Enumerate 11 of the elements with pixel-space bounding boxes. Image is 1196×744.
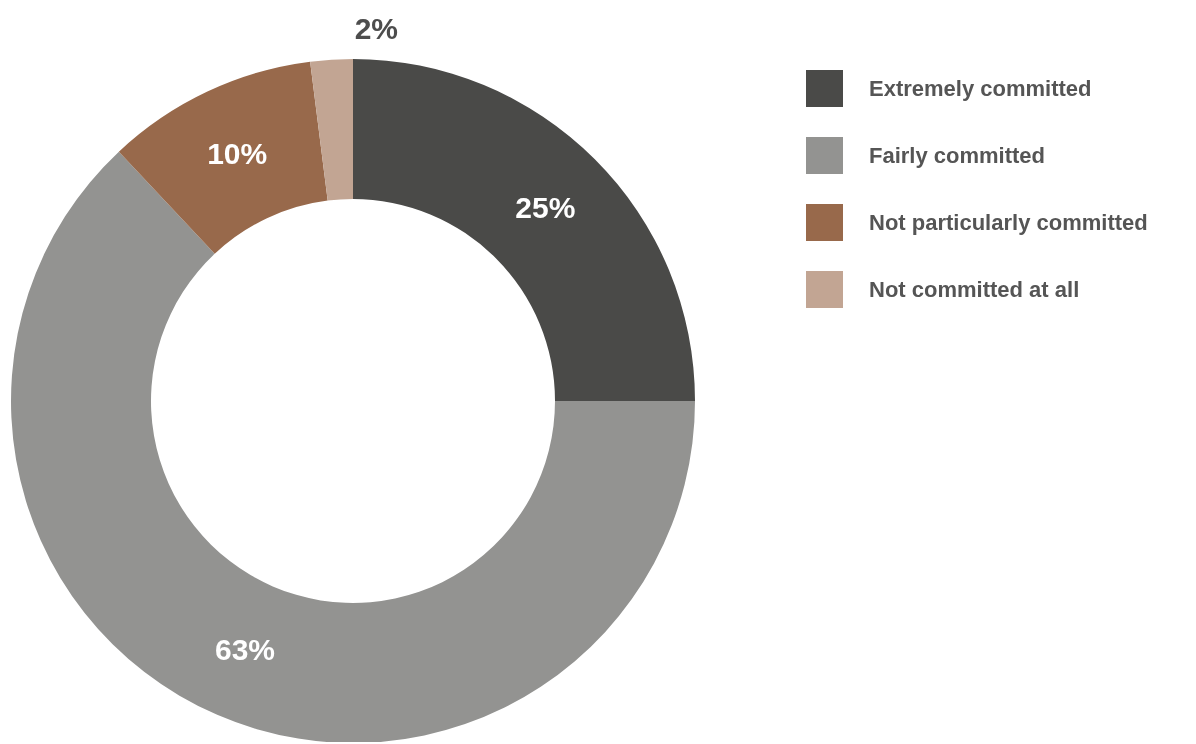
data-label: 2% [354,11,399,45]
donut-slice [118,61,328,254]
legend-label: Extremely committed [869,75,1092,101]
legend-label: Not committed at all [869,276,1080,302]
data-label: 10% [207,136,268,170]
data-label: 63% [214,632,275,666]
data-label: 25% [515,190,576,224]
legend-label: Fairly committed [869,142,1046,168]
donut-slice [310,59,353,201]
donut-slice [353,59,695,401]
legend-label: Not particularly committed [869,209,1148,235]
